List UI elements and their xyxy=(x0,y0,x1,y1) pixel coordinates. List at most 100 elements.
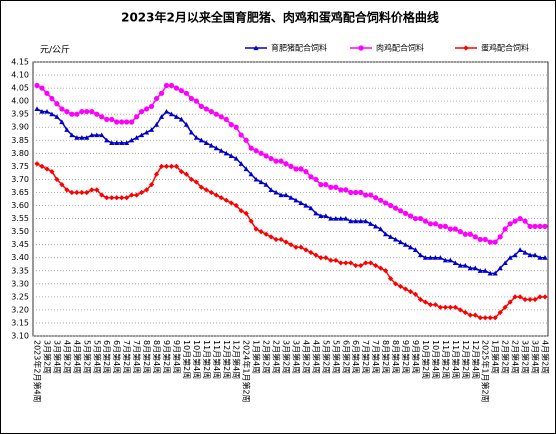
point xyxy=(168,111,175,117)
y-tick-label: 3.20 xyxy=(11,305,29,314)
y-tick-label: 3.35 xyxy=(11,266,29,275)
x-tick-label: 8月第4周 xyxy=(391,340,401,374)
point xyxy=(422,299,429,305)
point xyxy=(173,114,180,119)
point xyxy=(208,108,214,115)
point xyxy=(213,192,219,198)
point xyxy=(64,187,70,193)
point xyxy=(124,140,130,145)
point xyxy=(397,208,404,214)
point xyxy=(218,195,224,201)
point xyxy=(358,189,364,196)
point xyxy=(44,108,50,114)
point xyxy=(178,88,185,94)
point xyxy=(452,304,458,310)
point xyxy=(432,255,439,260)
point xyxy=(487,239,493,245)
x-tick-label: 10月第2周 xyxy=(421,340,431,379)
point xyxy=(59,182,65,188)
legend-label: 蛋鸡配合饲料 xyxy=(481,43,529,53)
point xyxy=(397,239,404,245)
point xyxy=(34,161,40,167)
y-tick-label: 3.30 xyxy=(11,279,29,288)
point xyxy=(119,119,125,125)
point xyxy=(59,119,65,125)
point xyxy=(44,90,50,96)
point xyxy=(89,187,95,193)
point xyxy=(407,244,414,250)
point xyxy=(527,252,533,258)
point xyxy=(74,111,80,117)
point xyxy=(114,119,120,125)
point xyxy=(258,229,264,235)
point xyxy=(373,262,379,269)
point xyxy=(348,260,354,266)
point xyxy=(34,106,40,112)
point xyxy=(432,302,439,308)
point xyxy=(143,106,150,112)
legend-marker xyxy=(358,45,364,51)
point xyxy=(442,257,448,263)
y-tick-label: 3.90 xyxy=(11,123,29,132)
x-tick-label: 9月第4周 xyxy=(411,340,421,374)
point xyxy=(104,195,110,201)
point xyxy=(482,268,488,273)
point xyxy=(383,200,389,206)
x-tick-label: 5月第2周 xyxy=(321,340,331,374)
point xyxy=(44,166,50,172)
point xyxy=(138,189,145,196)
x-tick-label: 7月第2周 xyxy=(361,340,371,374)
point xyxy=(318,213,324,219)
point xyxy=(268,155,274,162)
point xyxy=(397,283,404,290)
y-tick-label: 4.05 xyxy=(11,84,29,93)
point xyxy=(278,192,284,198)
point xyxy=(318,255,324,261)
point xyxy=(353,218,359,224)
point xyxy=(392,205,399,211)
y-tick-label: 3.50 xyxy=(11,227,29,236)
y-tick-label: 4.15 xyxy=(11,58,29,67)
point xyxy=(437,223,444,229)
y-tick-label: 3.80 xyxy=(11,149,29,158)
point xyxy=(263,231,269,237)
point xyxy=(238,161,244,166)
point xyxy=(293,197,299,203)
point xyxy=(517,215,523,222)
x-tick-label: 11月第4周 xyxy=(212,340,222,379)
point xyxy=(402,286,409,292)
point xyxy=(512,294,518,300)
point xyxy=(427,221,434,227)
x-tick-label: 9月第2周 xyxy=(162,340,172,374)
point xyxy=(353,189,359,196)
point xyxy=(457,262,463,268)
y-tick-label: 3.85 xyxy=(11,136,29,145)
y-tick-label: 3.75 xyxy=(11,162,29,171)
point xyxy=(417,252,424,258)
point xyxy=(223,116,229,123)
point xyxy=(333,257,339,263)
point xyxy=(258,150,264,156)
point xyxy=(392,281,399,287)
point xyxy=(328,257,334,263)
x-tick-label: 11月第2周 xyxy=(441,340,451,379)
y-tick-label: 3.45 xyxy=(11,240,29,249)
point xyxy=(223,197,229,203)
y-tick-label: 3.40 xyxy=(11,253,29,262)
y-tick-label: 3.25 xyxy=(11,292,29,301)
y-tick-label: 3.95 xyxy=(11,110,29,119)
point xyxy=(213,111,219,117)
y-tick-label: 4.00 xyxy=(11,97,29,106)
point xyxy=(288,242,294,248)
point xyxy=(69,132,75,138)
point xyxy=(69,189,75,196)
point xyxy=(507,255,513,260)
point xyxy=(99,132,105,138)
point xyxy=(84,135,90,140)
point xyxy=(49,111,55,117)
point xyxy=(402,242,409,247)
point xyxy=(343,215,349,221)
point xyxy=(497,309,503,316)
point xyxy=(537,223,543,229)
point xyxy=(114,140,120,145)
